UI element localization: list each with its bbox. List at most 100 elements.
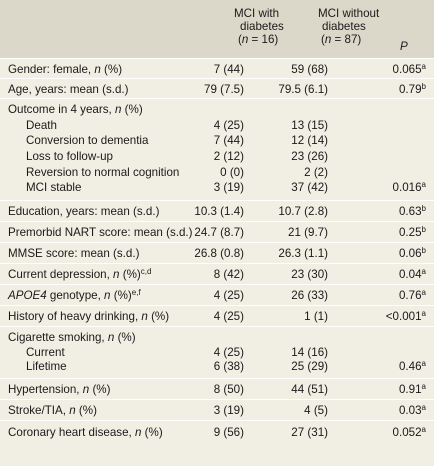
row-label-text: MMSE score: mean (s.d.) <box>8 247 140 260</box>
p-value-footnote: a <box>421 288 426 297</box>
row-label: Education, years: mean (s.d.) <box>8 205 159 218</box>
cell-p-value: 0.03a <box>398 404 426 418</box>
cell-mci-without-diabetes: 59 (68) <box>291 62 328 76</box>
table-row-group: Current depression, n (%)c,d 8 (42) 23 (30… <box>0 263 434 284</box>
row-sublabel: Death <box>26 119 57 132</box>
table-row-group: Hypertension, n (%) 8 (50) 44 (51) 0.91a <box>0 378 434 399</box>
row-label-tail: (%) <box>89 383 111 396</box>
p-value-text: 0.06 <box>398 247 422 260</box>
cell-mci-without-diabetes: 44 (51) <box>291 383 328 396</box>
header-col2-n: (n = 87) <box>318 33 379 46</box>
cell-p-value: 0.016a <box>393 181 426 195</box>
table-row-group: Education, years: mean (s.d.) 10.3 (1.4) 1… <box>0 200 434 221</box>
row-label: Current depression, n (%)c,d <box>8 268 151 282</box>
row-sublabel-text: Loss to follow-up <box>26 150 113 163</box>
p-value-footnote: b <box>421 81 426 91</box>
row-label-n: n <box>82 383 90 396</box>
row-label-text: History of heavy drinking, <box>8 310 142 323</box>
p-value-text: 0.79 <box>398 82 422 96</box>
row-label-tail: (%) <box>114 331 136 344</box>
cell-p-value: 0.25b <box>398 225 426 240</box>
cell-mci-with-diabetes: 4 (25) <box>213 345 244 359</box>
cell-mci-without-diabetes: 10.7 (2.8) <box>278 205 328 218</box>
cell-mci-without-diabetes: 27 (31) <box>291 425 328 439</box>
header-col1-n-value: = 16) <box>248 33 279 46</box>
header-col-mci-with-diabetes: MCI with diabetes (n = 16) <box>234 7 284 46</box>
row-sublabel-text: Current <box>26 345 65 359</box>
table-row-group: Premorbid NART score: mean (s.d.) 24.7 (8… <box>0 221 434 242</box>
row-sublabel: Reversion to normal cognition <box>26 166 179 179</box>
cell-mci-with-diabetes: 3 (19) <box>213 404 244 417</box>
header-col2-n-var: n <box>324 33 332 46</box>
row-label-text: Premorbid NART score: mean (s.d.) <box>8 226 193 239</box>
row-sublabel: Current <box>26 346 65 359</box>
row-label-text: Coronary heart disease, <box>8 425 135 439</box>
p-value-footnote: a <box>421 382 426 391</box>
table-row-group: Outcome in 4 years, n (%) Death 4 (25) 13 (… <box>0 98 434 200</box>
row-label-tail: (%) <box>100 62 123 76</box>
cell-p-value: 0.052a <box>392 424 426 439</box>
row-label: APOE4 genotype, n (%)e,f <box>8 288 141 303</box>
p-value-text: 0.91 <box>398 383 422 396</box>
row-sublabel: Loss to follow-up <box>26 150 113 163</box>
header-col-mci-without-diabetes: MCI without diabetes (n = 87) <box>318 7 379 46</box>
row-sublabel-text: Conversion to dementia <box>26 134 149 148</box>
row-label-n: n <box>114 103 122 116</box>
p-value-footnote: a <box>421 309 426 318</box>
p-value-footnote: a <box>421 267 426 276</box>
table-row-group: History of heavy drinking, n (%) 4 (25) 1 … <box>0 305 434 326</box>
p-value-text: 0.25 <box>398 226 422 239</box>
row-label-n: n <box>94 62 101 76</box>
row-sublabel: Lifetime <box>26 360 67 373</box>
p-value-text: 0.76 <box>398 289 422 302</box>
cell-p-value: 0.63b <box>399 204 426 219</box>
row-sublabel-text: Lifetime <box>26 360 67 374</box>
row-label-n: n <box>141 310 148 323</box>
p-value-footnote: b <box>421 225 426 234</box>
cell-mci-with-diabetes: 79 (7.5) <box>204 82 244 96</box>
cell-mci-without-diabetes: 14 (16) <box>291 345 328 359</box>
p-value-text: 0.03 <box>398 404 422 417</box>
cell-mci-with-diabetes: 6 (38) <box>213 360 244 374</box>
table-row-group: Coronary heart disease, n (%) 9 (56) 27 (3… <box>0 420 434 442</box>
row-sublabel-text: Reversion to normal cognition <box>26 165 180 179</box>
header-col1-line1: MCI with <box>234 7 280 20</box>
row-label-tail: (%) <box>121 103 143 116</box>
cell-p-value: <0.001a <box>386 309 426 324</box>
row-label-text: Stroke/TIA, <box>8 404 70 417</box>
row-label-text: Education, years: mean (s.d.) <box>8 205 160 218</box>
row-label: Age, years: mean (s.d.) <box>8 83 129 96</box>
cell-mci-with-diabetes: 4 (25) <box>213 289 244 302</box>
row-label-n: n <box>104 289 111 302</box>
row-label-n: n <box>113 268 120 281</box>
row-label-text: Hypertension, <box>8 383 83 396</box>
row-label-tail: (%) <box>110 289 132 302</box>
row-label-footnote: e,f <box>131 288 141 297</box>
table-row-group: Cigarette smoking, n (%) Current 4 (25) 14 … <box>0 326 434 378</box>
row-label-text: Current depression, <box>8 268 114 281</box>
row-label: Cigarette smoking, n (%) <box>8 331 136 344</box>
cell-mci-without-diabetes: 2 (2) <box>304 165 328 179</box>
cell-p-value: 0.06b <box>398 247 426 261</box>
header-col2-n-value: = 87) <box>331 33 362 46</box>
p-value-footnote: a <box>421 424 426 434</box>
row-sublabel-text: MCI stable <box>26 181 82 195</box>
cell-mci-without-diabetes: 13 (15) <box>291 118 328 132</box>
p-value-text: 0.46 <box>398 360 422 374</box>
row-label: Gender: female, n (%) <box>8 63 122 76</box>
row-label-text: Age, years: mean (s.d.) <box>8 82 129 96</box>
row-label-n: n <box>69 404 76 417</box>
row-label-tail: (%) <box>141 425 163 439</box>
cell-mci-without-diabetes: 21 (9.7) <box>288 226 328 239</box>
cell-mci-with-diabetes: 4 (25) <box>213 118 244 132</box>
cell-mci-with-diabetes: 0 (0) <box>220 165 244 179</box>
cell-mci-without-diabetes: 23 (26) <box>291 150 328 163</box>
table-header: MCI with diabetes (n = 16) MCI without d… <box>0 0 434 58</box>
row-label-n: n <box>134 425 142 439</box>
p-value-text: 0.04 <box>398 268 422 281</box>
p-value-text: 0.052 <box>392 425 422 439</box>
p-value-footnote: b <box>421 204 426 213</box>
cell-mci-with-diabetes: 8 (50) <box>213 383 244 396</box>
cell-mci-without-diabetes: 1 (1) <box>304 310 328 323</box>
